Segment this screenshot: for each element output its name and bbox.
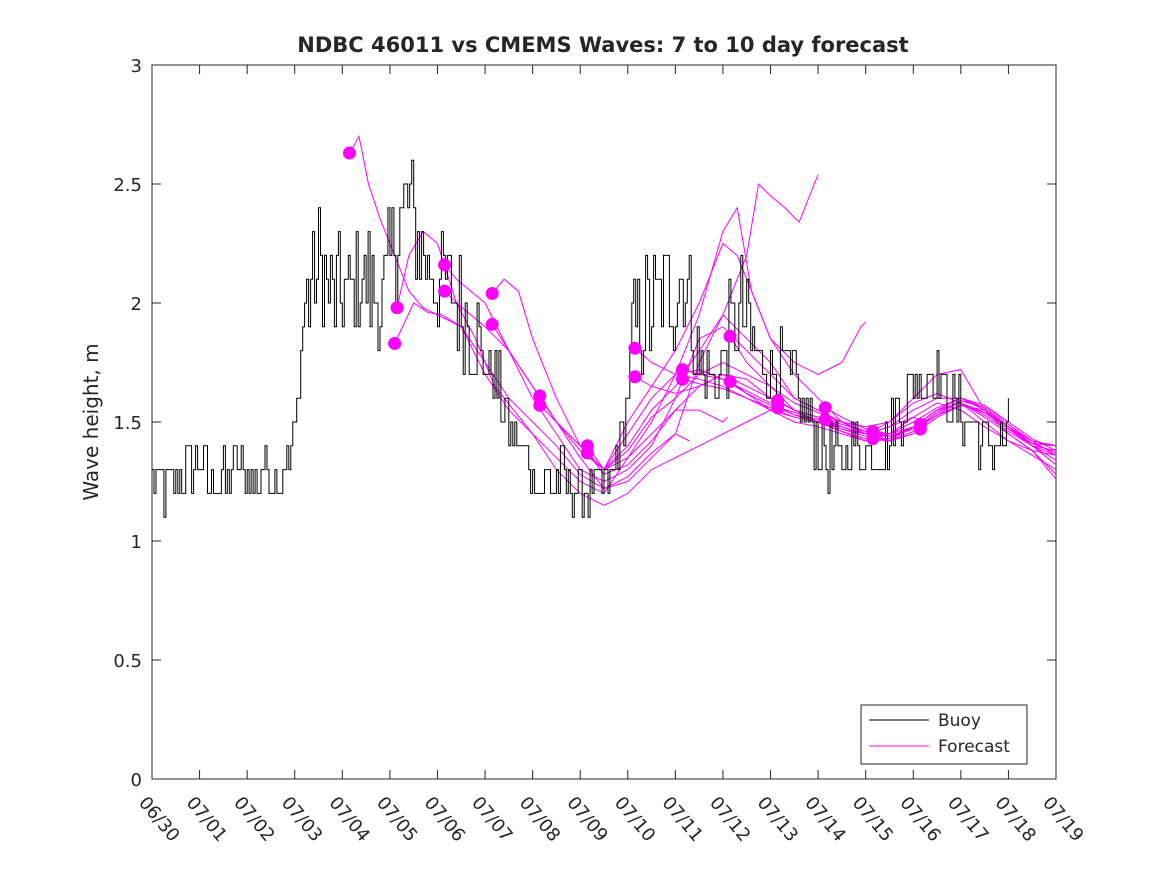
forecast-start-markers — [342, 146, 927, 460]
y-tick-label: 1.5 — [113, 413, 142, 434]
y-axis-label: Wave height, m — [79, 343, 103, 500]
chart-title: NDBC 46011 vs CMEMS Waves: 7 to 10 day f… — [297, 33, 908, 57]
forecast-start-marker — [771, 401, 785, 415]
legend-buoy-label: Buoy — [938, 711, 981, 731]
forecast-start-marker — [580, 446, 594, 460]
forecast-start-marker — [628, 341, 642, 355]
y-tick-label: 3 — [131, 56, 142, 77]
forecast-start-marker — [342, 146, 356, 160]
forecast-line — [920, 404, 1057, 447]
forecast-start-marker — [676, 372, 690, 386]
forecast-start-marker — [818, 401, 832, 415]
legend: Buoy Forecast — [860, 704, 1028, 765]
forecast-start-marker — [628, 370, 642, 384]
y-tick-label: 0.5 — [113, 651, 142, 672]
forecast-start-marker — [438, 284, 452, 298]
forecast-start-marker — [390, 301, 404, 315]
forecast-start-marker — [723, 329, 737, 343]
forecast-start-marker — [723, 375, 737, 389]
buoy-line — [152, 159, 1009, 518]
buoy-series-group — [152, 159, 1009, 518]
forecast-start-marker — [533, 398, 547, 412]
forecast-start-marker — [485, 286, 499, 300]
legend-forecast-label: Forecast — [938, 737, 1010, 757]
legend-box — [860, 704, 1028, 765]
forecast-start-marker — [533, 389, 547, 403]
forecast-start-marker — [866, 432, 880, 446]
forecast-start-marker — [485, 317, 499, 331]
forecast-start-marker — [818, 413, 832, 427]
forecast-start-marker — [676, 363, 690, 377]
forecast-start-marker — [388, 336, 402, 350]
y-tick-label: 2 — [131, 294, 142, 315]
forecast-line — [682, 378, 1057, 452]
y-tick-label: 0 — [131, 770, 142, 791]
forecast-start-marker — [438, 258, 452, 272]
y-tick-label: 1 — [131, 532, 142, 553]
y-tick-label: 2.5 — [113, 175, 142, 196]
forecast-line — [920, 400, 1057, 447]
forecast-start-marker — [913, 422, 927, 436]
